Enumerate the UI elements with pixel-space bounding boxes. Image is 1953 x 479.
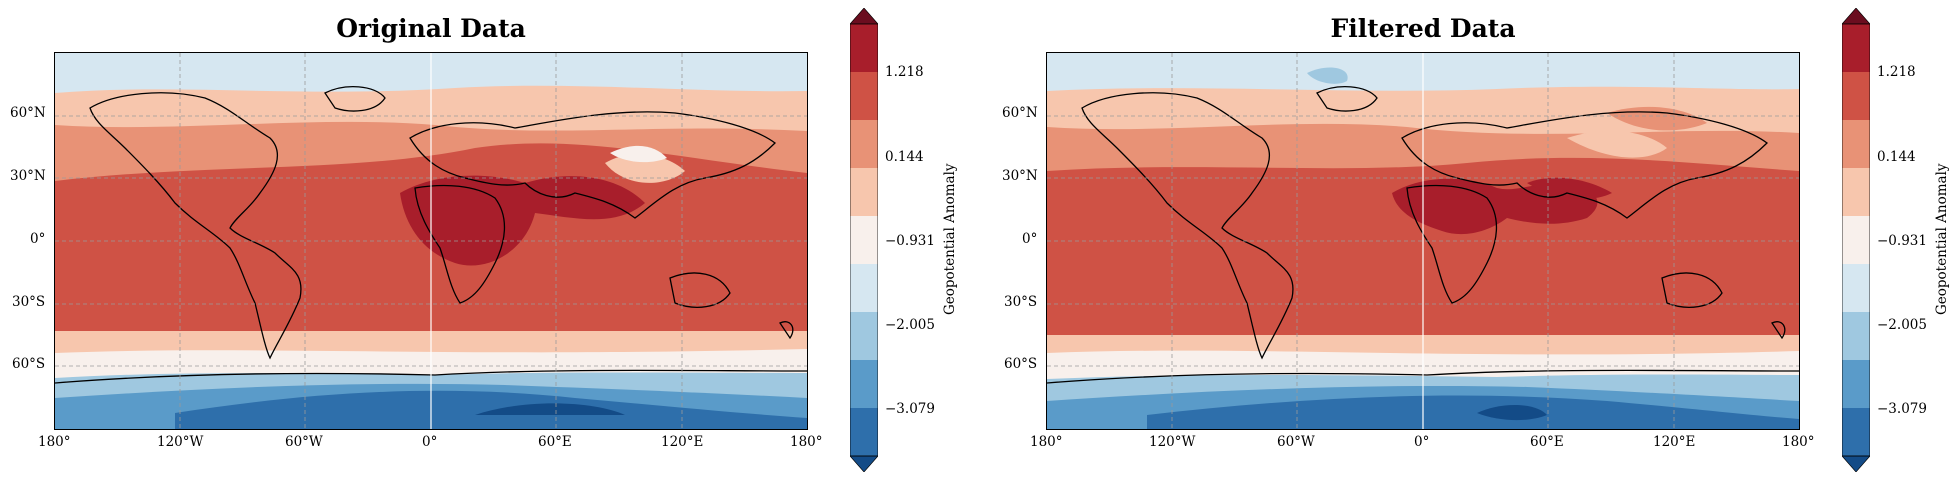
map-original [54,52,808,430]
contour-map [1047,53,1799,429]
colorbar-extend-max [1842,8,1870,25]
colorbar-tick: 1.218 [1877,64,1916,80]
colorbar-band [850,24,878,73]
lat-tick: 30°S [12,294,46,310]
colorbar-tick: −0.931 [885,233,935,249]
colorbar-tick: 0.144 [1877,149,1916,165]
colorbar-label: Geopotential Anomaly [1934,163,1950,315]
colorbar-outline [850,23,878,457]
panel-original: Original Data [0,0,976,479]
lat-tick: 60°N [10,105,46,121]
colorbar-tick: −0.931 [1877,233,1927,249]
colorbar-tick: −3.079 [1877,401,1927,417]
lon-tick: 60°E [538,434,572,450]
colorbar-tick: 1.218 [885,64,924,80]
lat-tick: 0° [1022,231,1038,247]
colorbar-tick: −3.079 [885,401,935,417]
colorbar-band [1842,216,1870,265]
map-filtered [1046,52,1800,430]
colorbar-extend-min [1842,455,1870,472]
panel-title: Filtered Data [1330,14,1516,43]
colorbar-band [1842,360,1870,409]
colorbar-band [850,408,878,457]
colorbar-label: Geopotential Anomaly [942,163,958,315]
panel-title: Original Data [336,14,526,43]
contour-map [55,53,807,429]
colorbar-band [1842,264,1870,313]
lon-tick: 180° [1030,434,1063,450]
lon-tick: 180° [1782,434,1815,450]
panel-filtered: Filtered Data [992,0,1953,479]
lon-tick: 60°E [1530,434,1564,450]
gridlines [55,53,807,429]
lat-tick: 30°S [1004,294,1038,310]
lon-tick: 60°W [1277,434,1315,450]
colorbar-outline [1842,23,1870,457]
coastlines [1047,86,1799,384]
colorbar-band [850,168,878,217]
lon-tick: 120°E [661,434,704,450]
lon-tick: 120°W [157,434,204,450]
lon-tick: 120°W [1149,434,1196,450]
lon-tick: 60°W [285,434,323,450]
colorbar-band [850,216,878,265]
colorbar [1842,8,1870,472]
coastlines [55,86,807,384]
lon-tick: 180° [790,434,823,450]
colorbar-tick: −2.005 [1877,317,1927,333]
colorbar-band [1842,168,1870,217]
lon-tick: 180° [38,434,71,450]
lon-tick: 0° [1414,434,1430,450]
colorbar-band [1842,24,1870,73]
colorbar-tick: 0.144 [885,149,924,165]
lon-tick: 120°E [1653,434,1696,450]
gridlines [1047,53,1799,429]
colorbar-band [1842,120,1870,169]
colorbar-band [850,120,878,169]
colorbar-band [850,360,878,409]
colorbar-band [850,72,878,121]
colorbar-extend-max [850,8,878,25]
colorbar-extend-min [850,455,878,472]
lat-tick: 60°S [12,356,46,372]
lat-tick: 60°S [1004,356,1038,372]
colorbar [850,8,878,472]
lat-tick: 60°N [1002,105,1038,121]
colorbar-tick: −2.005 [885,317,935,333]
colorbar-band [1842,408,1870,457]
colorbar-band [850,312,878,361]
colorbar-band [1842,72,1870,121]
lon-tick: 0° [422,434,438,450]
lat-tick: 0° [30,231,46,247]
colorbar-band [850,264,878,313]
lat-tick: 30°N [1002,168,1038,184]
lat-tick: 30°N [10,168,46,184]
colorbar-band [1842,312,1870,361]
